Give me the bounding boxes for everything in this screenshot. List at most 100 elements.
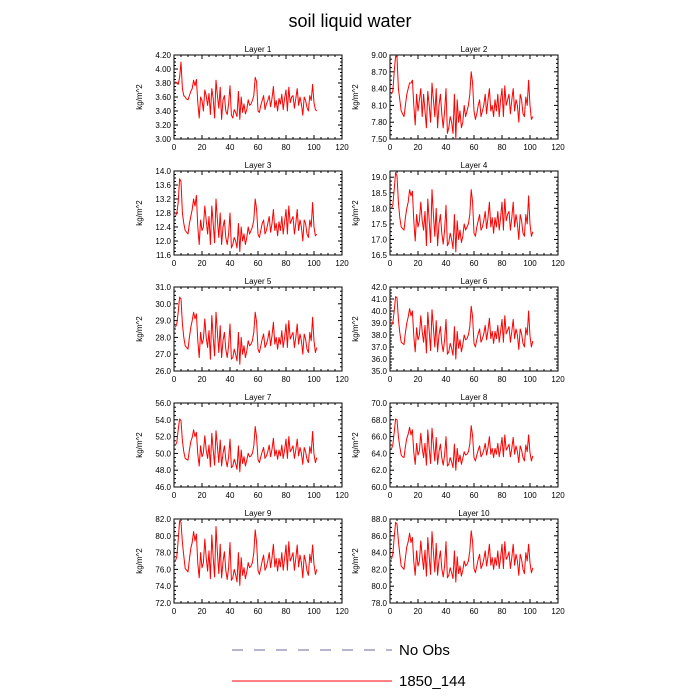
x-tick-label: 100 — [307, 375, 321, 384]
x-tick-label: 40 — [442, 259, 451, 268]
x-tick-label: 100 — [523, 143, 537, 152]
x-tick-label: 120 — [551, 259, 565, 268]
y-axis-label: kg/m^2 — [135, 432, 144, 458]
y-tick-label: 70.0 — [371, 399, 387, 408]
y-tick-label: 30.0 — [155, 300, 171, 309]
y-tick-label: 84.0 — [371, 549, 387, 558]
y-axis-label: kg/m^2 — [135, 548, 144, 574]
panel-layer-6: Layer 6 kg/m^2 0 20 40 60 80 100 120 35.0 36.0 37.0… — [351, 277, 565, 384]
y-tick-label: 40.0 — [371, 307, 387, 316]
y-tick-label: 12.8 — [155, 209, 171, 218]
plot-frame — [389, 402, 559, 488]
series-line-1850-144 — [174, 178, 318, 252]
x-tick-label: 40 — [226, 143, 235, 152]
x-tick-label: 60 — [254, 607, 263, 616]
plot-frame — [173, 54, 343, 140]
y-tick-label: 66.0 — [371, 433, 387, 442]
y-tick-label: 78.0 — [155, 549, 171, 558]
x-tick-label: 120 — [551, 607, 565, 616]
y-tick-label: 74.0 — [155, 582, 171, 591]
x-tick-label: 120 — [335, 491, 349, 500]
y-tick-label: 8.40 — [371, 85, 387, 94]
y-tick-label: 9.00 — [371, 51, 387, 60]
panel-title: Layer 7 — [245, 393, 272, 402]
x-tick-label: 60 — [470, 375, 479, 384]
y-tick-label: 3.80 — [155, 79, 171, 88]
x-tick-label: 120 — [335, 375, 349, 384]
x-tick-label: 60 — [470, 607, 479, 616]
x-tick-label: 120 — [335, 607, 349, 616]
x-tick-label: 40 — [226, 375, 235, 384]
y-tick-label: 17.5 — [371, 220, 387, 229]
panel-title: Layer 1 — [245, 45, 272, 54]
series-line-1850-144 — [174, 418, 318, 473]
x-tick-label: 20 — [414, 607, 423, 616]
y-tick-label: 4.00 — [155, 65, 171, 74]
panel-title: Layer 2 — [461, 45, 488, 54]
y-axis-label: kg/m^2 — [351, 432, 360, 458]
x-tick-label: 40 — [442, 491, 451, 500]
x-tick-label: 60 — [470, 143, 479, 152]
y-tick-label: 60.0 — [371, 483, 387, 492]
x-tick-label: 0 — [172, 143, 177, 152]
legend-label-1850-144: 1850_144 — [399, 673, 466, 690]
plot-frame — [173, 402, 343, 488]
x-tick-label: 20 — [198, 491, 207, 500]
x-tick-label: 0 — [388, 375, 393, 384]
x-tick-label: 80 — [498, 607, 507, 616]
figure-title: soil liquid water — [288, 11, 411, 31]
x-tick-label: 0 — [172, 491, 177, 500]
y-tick-label: 76.0 — [155, 565, 171, 574]
y-tick-label: 82.0 — [371, 565, 387, 574]
panel-title: Layer 5 — [245, 277, 272, 286]
x-tick-label: 100 — [523, 375, 537, 384]
x-tick-label: 80 — [282, 375, 291, 384]
x-tick-label: 60 — [254, 259, 263, 268]
x-tick-label: 0 — [388, 491, 393, 500]
y-axis-label: kg/m^2 — [351, 316, 360, 342]
x-tick-label: 100 — [523, 491, 537, 500]
y-tick-label: 31.0 — [155, 283, 171, 292]
y-tick-label: 19.0 — [371, 173, 387, 182]
x-tick-label: 100 — [307, 607, 321, 616]
plot-frame — [389, 54, 559, 140]
x-tick-label: 40 — [442, 375, 451, 384]
series-line-1850-144 — [390, 55, 534, 140]
legend-label-no-obs: No Obs — [399, 642, 450, 659]
y-tick-label: 14.0 — [155, 167, 171, 176]
panel-title: Layer 4 — [461, 161, 488, 170]
x-tick-label: 20 — [414, 375, 423, 384]
y-tick-label: 80.0 — [155, 532, 171, 541]
plot-frame — [389, 170, 559, 256]
y-tick-label: 13.6 — [155, 181, 171, 190]
x-tick-label: 80 — [282, 607, 291, 616]
y-tick-label: 36.0 — [371, 355, 387, 364]
x-tick-label: 80 — [282, 143, 291, 152]
y-tick-label: 48.0 — [155, 466, 171, 475]
x-tick-label: 100 — [307, 143, 321, 152]
plot-frame — [173, 286, 343, 372]
x-tick-label: 0 — [172, 607, 177, 616]
panel-layer-10: Layer 10 kg/m^2 0 20 40 60 80 100 120 78.0 80.0 82.… — [351, 509, 565, 616]
y-tick-label: 88.0 — [371, 515, 387, 524]
panel-layer-2: Layer 2 kg/m^2 0 20 40 60 80 100 120 7.50 7.80 8.10… — [351, 45, 565, 152]
panel-layer-5: Layer 5 kg/m^2 0 20 40 60 80 100 120 26.0 27.0 28.0… — [135, 277, 349, 384]
y-tick-label: 3.20 — [155, 121, 171, 130]
x-tick-label: 80 — [498, 491, 507, 500]
x-tick-label: 80 — [282, 259, 291, 268]
y-tick-label: 46.0 — [155, 483, 171, 492]
y-tick-label: 7.50 — [371, 135, 387, 144]
y-tick-label: 35.0 — [371, 367, 387, 376]
x-tick-label: 60 — [470, 491, 479, 500]
series-line-1850-144 — [175, 61, 318, 120]
y-tick-label: 52.0 — [155, 433, 171, 442]
y-tick-label: 54.0 — [155, 416, 171, 425]
y-axis-label: kg/m^2 — [351, 200, 360, 226]
x-tick-label: 0 — [388, 259, 393, 268]
panel-layer-4: Layer 4 kg/m^2 0 20 40 60 80 100 120 16.5 17.0 17.5… — [351, 161, 565, 268]
y-tick-label: 18.0 — [371, 204, 387, 213]
panel-title: Layer 3 — [245, 161, 272, 170]
x-tick-label: 60 — [470, 259, 479, 268]
panel-layer-7: Layer 7 kg/m^2 0 20 40 60 80 100 120 46.0 48.0 50.0… — [135, 393, 349, 500]
x-tick-label: 20 — [414, 143, 423, 152]
